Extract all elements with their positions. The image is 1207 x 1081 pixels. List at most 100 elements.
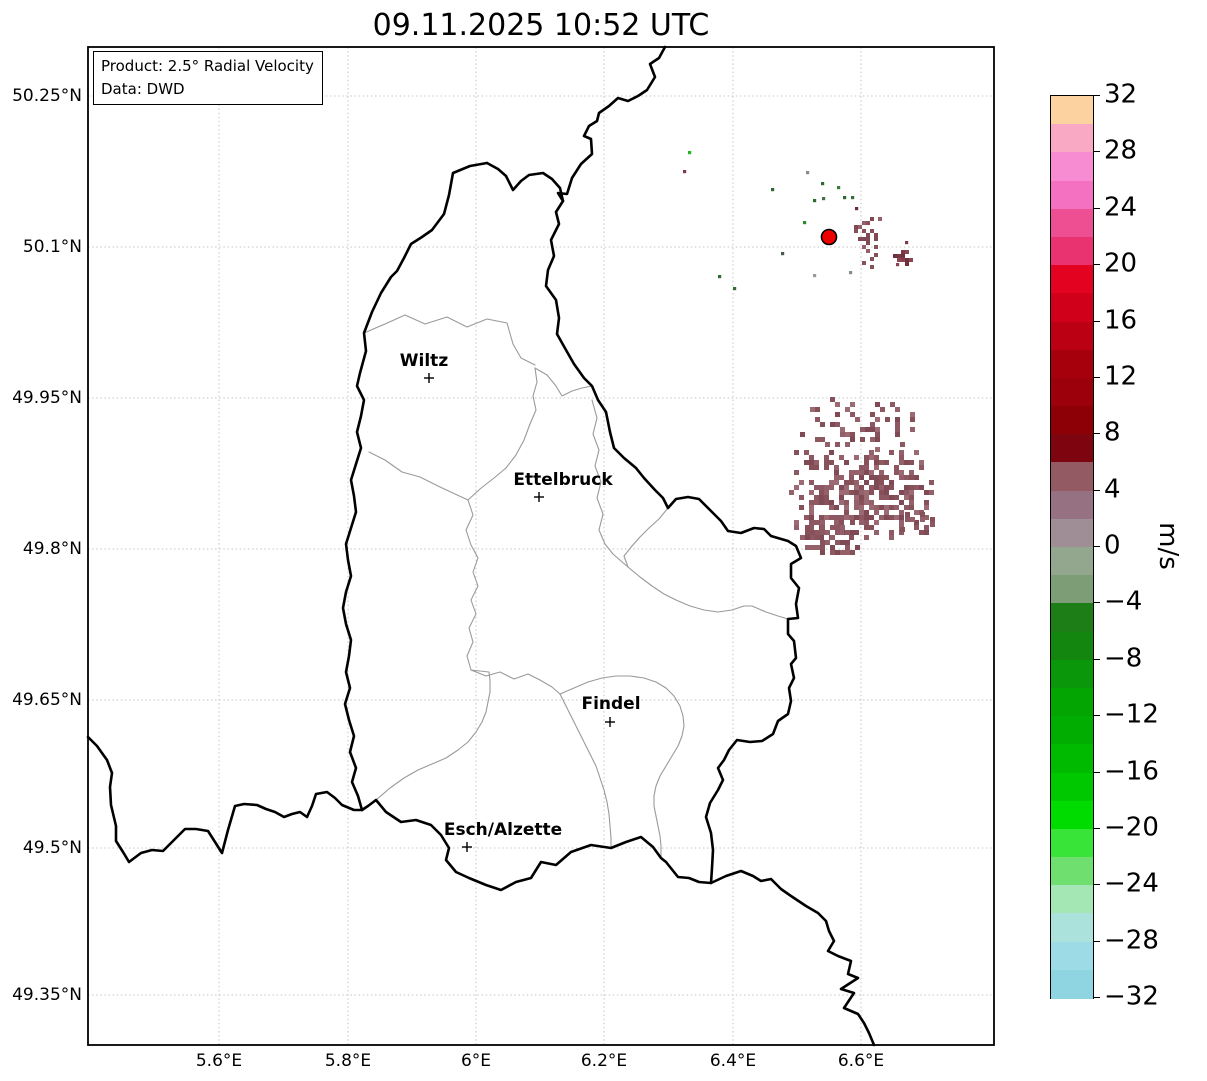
radar-echo-cell [924,515,929,520]
lat-tick-label: 49.5°N [22,838,82,858]
radar-echo-cell [874,510,879,515]
radar-echo-cell [860,427,865,432]
radar-echo-cell [905,512,910,517]
radar-echo-cell [840,550,845,555]
radar-echo-cell [897,254,901,258]
radar-echo-cell [909,470,914,475]
lon-tick-label: 6°E [460,1051,492,1071]
radar-echo-cell [899,500,904,505]
radar-echo-speck [837,186,841,190]
radar-site-marker [820,228,838,246]
colorbar-tickmark [1093,433,1100,435]
radar-echo-cell [899,530,904,535]
radar-echo-cell [809,480,814,485]
figure-title: 09.11.2025 10:52 UTC [372,8,710,43]
radar-echo-cell [889,450,894,455]
radar-echo-cell [849,475,854,480]
radar-echo-cell [869,500,874,505]
radar-echo-cell [810,530,815,535]
radar-echo-cell [849,480,854,485]
radar-echo-cell [895,432,900,437]
radar-echo-cell [799,495,804,500]
radar-echo-speck [813,274,817,278]
radar-echo-cell [805,545,810,550]
radar-echo-cell [799,505,804,510]
radar-echo-cell [850,432,855,437]
radar-echo-cell [904,495,909,500]
radar-echo-cell [874,460,879,465]
radar-echo-cell [824,455,829,460]
radar-echo-cell [820,540,825,545]
radar-echo-cell [819,485,824,490]
colorbar-tick-label: −4 [1104,586,1143,617]
radar-echo-cell [889,495,894,500]
radar-echo-cell [889,535,894,540]
colorbar-tickmark [1093,715,1100,717]
radar-echo-cell [870,217,874,221]
radar-echo-cell [899,455,904,460]
radar-echo-speck [813,199,817,203]
radar-echo-cell [909,485,914,490]
radar-echo-cell [829,515,834,520]
radar-echo-cell [844,510,849,515]
radar-echo-cell [890,402,895,407]
radar-echo-cell [839,455,844,460]
radar-echo-cell [849,515,854,520]
radar-echo-cell [870,257,874,261]
radar-echo-speck [718,275,722,279]
radar-echo-cell [884,490,889,495]
radar-echo-speck [849,271,853,275]
radar-echo-cell [889,485,894,490]
radar-echo-cell [909,505,914,510]
radar-echo-cell [875,432,880,437]
radar-echo-speck [896,263,900,267]
radar-echo-cell [810,407,815,412]
radar-echo-cell [869,475,874,480]
radar-echo-cell [835,525,840,530]
radar-echo-cell [870,229,874,233]
radar-echo-cell [859,505,864,510]
radar-echo-cell [814,460,819,465]
radar-echo-cell [874,520,879,525]
radar-echo-cell [850,437,855,442]
radar-echo-cell [884,485,889,490]
lat-tick-label: 49.65°N [12,690,82,710]
country-border-france_germany [709,869,876,1047]
radar-echo-cell [879,485,884,490]
radar-echo-cell [830,535,835,540]
radar-echo-speck [781,252,785,256]
radar-echo-cell [924,490,929,495]
radar-echo-cell [819,490,824,495]
radar-echo-cell [930,522,935,527]
radar-echo-cell [815,407,820,412]
radar-echo-cell [839,520,844,525]
radar-echo-cell [904,505,909,510]
radar-echo-cell [909,500,914,505]
radar-echo-cell [874,485,879,490]
lat-tick-label: 49.35°N [12,985,82,1005]
radar-echo-cell [862,261,866,265]
lat-tick-label: 49.8°N [22,539,82,559]
canton-border [368,367,538,501]
radar-echo-cell [844,515,849,520]
radar-echo-cell [884,460,889,465]
radar-echo-cell [814,495,819,500]
radar-echo-cell [834,470,839,475]
lon-tick-label: 6.6°E [837,1051,885,1071]
radar-echo-cell [835,550,840,555]
radar-echo-cell [864,525,869,530]
colorbar-segment [1051,772,1093,802]
radar-echo-cell [794,470,799,475]
radar-echo-cell [839,515,844,520]
radar-echo-cell [910,417,915,422]
colorbar-segment [1051,913,1093,943]
colorbar-segment [1051,462,1093,492]
colorbar-segment [1051,969,1093,999]
radar-echo-cell [815,520,820,525]
radar-echo-cell [884,515,889,520]
radar-echo-cell [879,480,884,485]
radar-echo-cell [849,535,854,540]
radar-echo-cell [814,500,819,505]
radar-echo-cell [824,495,829,500]
